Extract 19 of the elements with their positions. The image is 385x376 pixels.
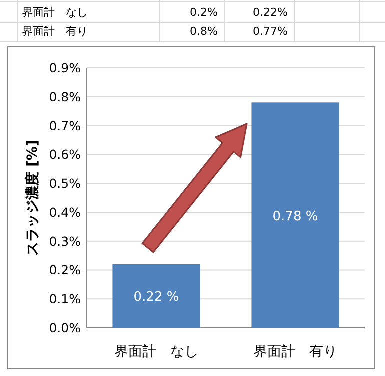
text: 0.2% <box>190 6 218 19</box>
y-tick-label: 0.0% <box>49 320 82 336</box>
y-axis-title: スラッジ濃度 [%] <box>24 140 41 256</box>
y-tick-label: 0.7% <box>49 118 82 134</box>
text: 0.8% <box>190 25 218 38</box>
y-tick-label: 0.3% <box>49 234 82 249</box>
data-label: 0.22 % <box>134 290 180 306</box>
y-tick-label: 0.5% <box>49 176 82 192</box>
y-tick-label: 0.2% <box>49 262 82 278</box>
text: 0.22% <box>253 6 288 19</box>
y-tick-label: 0.6% <box>49 147 82 162</box>
y-tick-label: 0.1% <box>49 292 82 307</box>
y-tick-label: 0.9% <box>49 60 82 76</box>
data-label: 0.78 % <box>272 209 318 224</box>
text: 0.77% <box>253 25 288 38</box>
y-tick-label: 0.4% <box>49 204 82 220</box>
text: 界面計 なし <box>22 6 88 19</box>
y-tick-label: 0.8% <box>49 89 82 104</box>
text: 界面計 有り <box>22 25 88 38</box>
